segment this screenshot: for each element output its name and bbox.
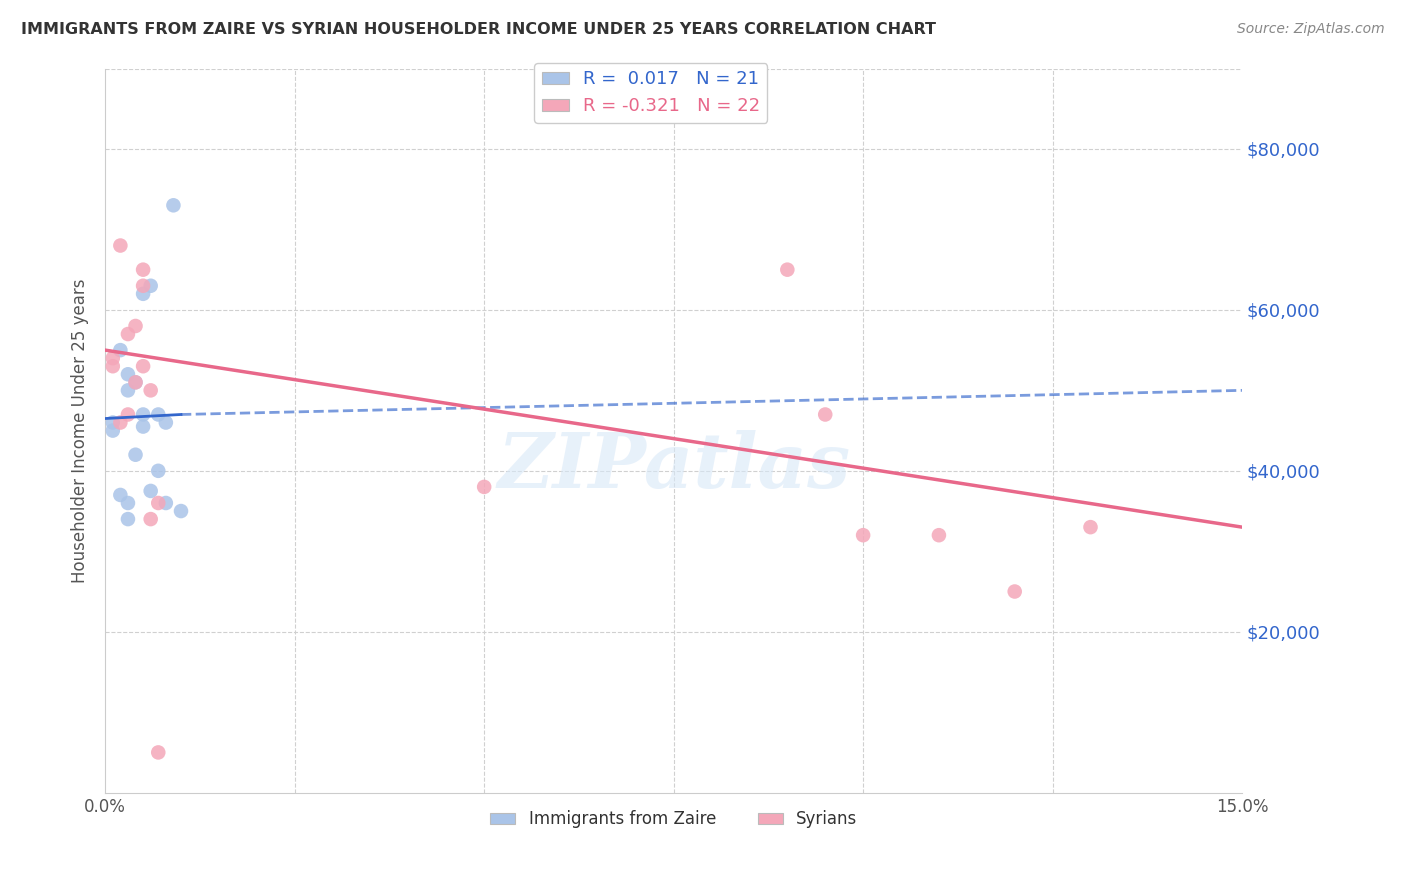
Point [139,483,162,498]
Point [110,488,132,502]
Point [101,359,124,374]
Point [814,408,837,422]
Point [155,416,177,430]
Point [132,286,155,301]
Point [117,408,139,422]
Point [124,318,146,333]
Point [124,376,146,390]
Point [132,408,155,422]
Point [1004,584,1026,599]
Point [110,343,132,358]
Text: Source: ZipAtlas.com: Source: ZipAtlas.com [1237,22,1385,37]
Point [776,262,799,277]
Point [928,528,950,542]
Point [148,746,170,760]
Point [117,326,139,341]
Point [162,198,184,212]
Point [101,424,124,438]
Point [1080,520,1102,534]
Point [110,416,132,430]
Point [148,464,170,478]
Y-axis label: Householder Income Under 25 years: Householder Income Under 25 years [72,278,89,582]
Point [117,512,139,526]
Point [148,408,170,422]
Point [170,504,193,518]
Point [101,351,124,366]
Point [148,496,170,510]
Point [117,368,139,382]
Point [139,384,162,398]
Point [124,376,146,390]
Text: ZIPatlas: ZIPatlas [498,430,851,504]
Point [472,480,495,494]
Point [132,419,155,434]
Point [117,496,139,510]
Legend: Immigrants from Zaire, Syrians: Immigrants from Zaire, Syrians [484,804,863,835]
Point [852,528,875,542]
Point [139,278,162,293]
Point [132,359,155,374]
Point [110,238,132,252]
Point [155,496,177,510]
Point [117,384,139,398]
Point [132,278,155,293]
Point [132,262,155,277]
Point [139,512,162,526]
Text: IMMIGRANTS FROM ZAIRE VS SYRIAN HOUSEHOLDER INCOME UNDER 25 YEARS CORRELATION CH: IMMIGRANTS FROM ZAIRE VS SYRIAN HOUSEHOL… [21,22,936,37]
Point [124,448,146,462]
Point [101,416,124,430]
